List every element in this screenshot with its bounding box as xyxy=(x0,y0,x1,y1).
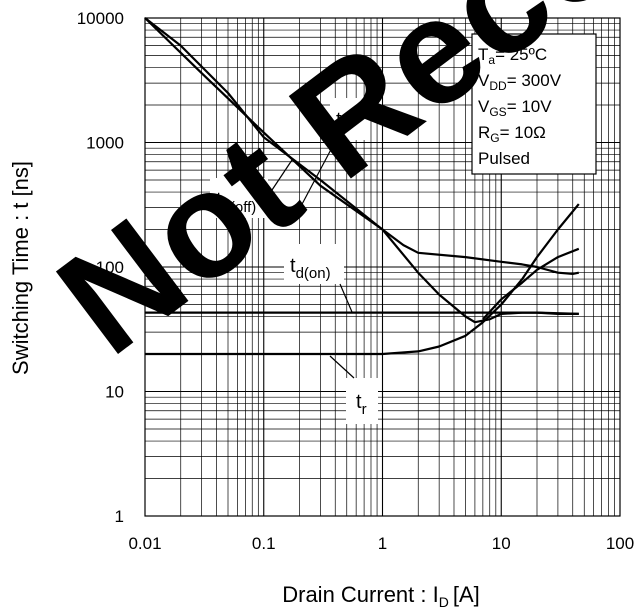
condition-main: Pulsed xyxy=(478,149,530,168)
watermark: Not Recommended xyxy=(28,0,636,386)
y-tick-label: 10 xyxy=(105,383,124,402)
series-label-sub: d(on) xyxy=(296,265,331,282)
condition-sub: G xyxy=(490,131,499,145)
x-axis-title-sub: D xyxy=(439,594,449,610)
x-tick-label: 0.01 xyxy=(128,534,161,553)
y-tick-label: 1 xyxy=(115,507,124,526)
y-tick-label: 10000 xyxy=(77,9,124,28)
x-axis-title-unit: [A] xyxy=(453,582,480,607)
condition-value: = 10Ω xyxy=(500,123,546,142)
watermark-text: Not Recommended xyxy=(28,0,636,386)
condition-line: RG= 10Ω xyxy=(478,123,546,145)
condition-main: R xyxy=(478,123,490,142)
series-label-leader xyxy=(330,356,354,378)
condition-line: Pulsed xyxy=(478,149,530,168)
y-axis-title: Switching Time : t [ns] xyxy=(8,161,33,375)
x-tick-label: 100 xyxy=(606,534,634,553)
condition-value: = 10V xyxy=(507,97,553,116)
x-axis-title-main: Drain Current : I xyxy=(282,582,439,607)
y-tick-label: 1000 xyxy=(86,134,124,153)
x-tick-label: 1 xyxy=(378,534,387,553)
x-tick-label: 0.1 xyxy=(252,534,276,553)
x-tick-label: 10 xyxy=(492,534,511,553)
x-axis-title: Drain Current : ID [A] xyxy=(282,582,480,610)
series-label-sub: r xyxy=(362,401,367,418)
series-label-leader xyxy=(340,284,352,312)
